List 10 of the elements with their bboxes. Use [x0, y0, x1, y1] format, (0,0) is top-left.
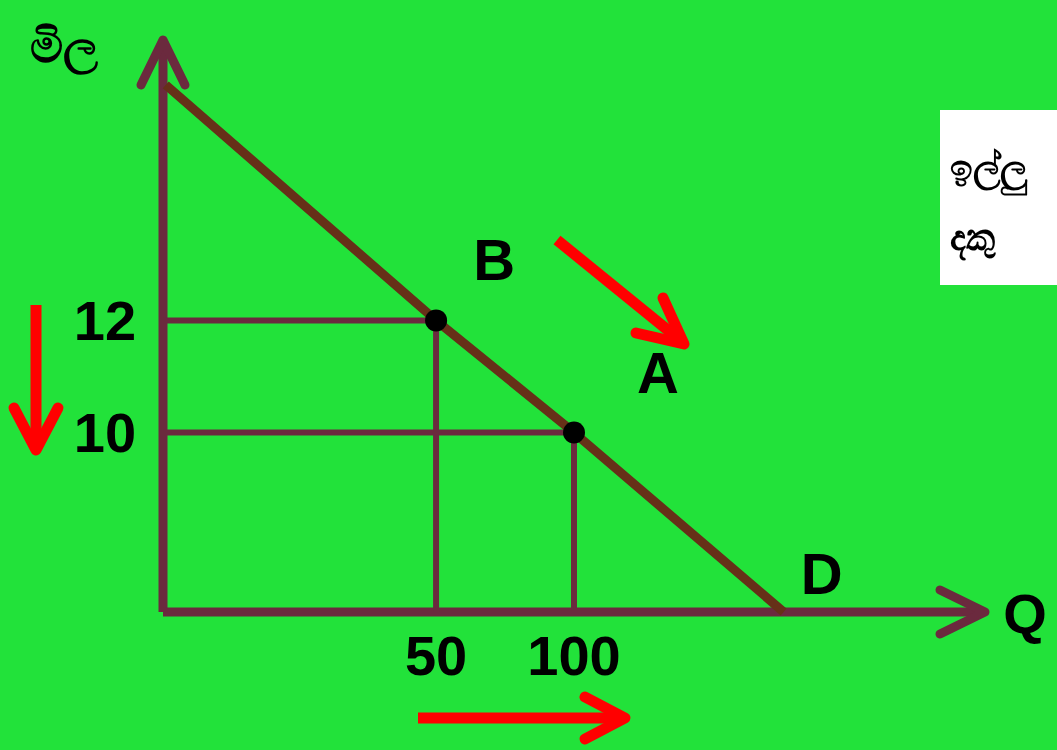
annotation: D	[800, 541, 843, 606]
y-tick-label: 12	[73, 288, 137, 352]
x-tick-label: 50	[404, 624, 468, 687]
annotation: B	[473, 227, 516, 293]
x-axis-title: Q	[1003, 582, 1047, 645]
annotation: ඉල්ලු දකු	[950, 147, 1028, 261]
y-axis-title: මිල	[30, 20, 98, 75]
annotation: A	[637, 339, 679, 405]
x-tick-label: 100	[527, 624, 621, 687]
y-tick-label: 10	[73, 401, 137, 465]
